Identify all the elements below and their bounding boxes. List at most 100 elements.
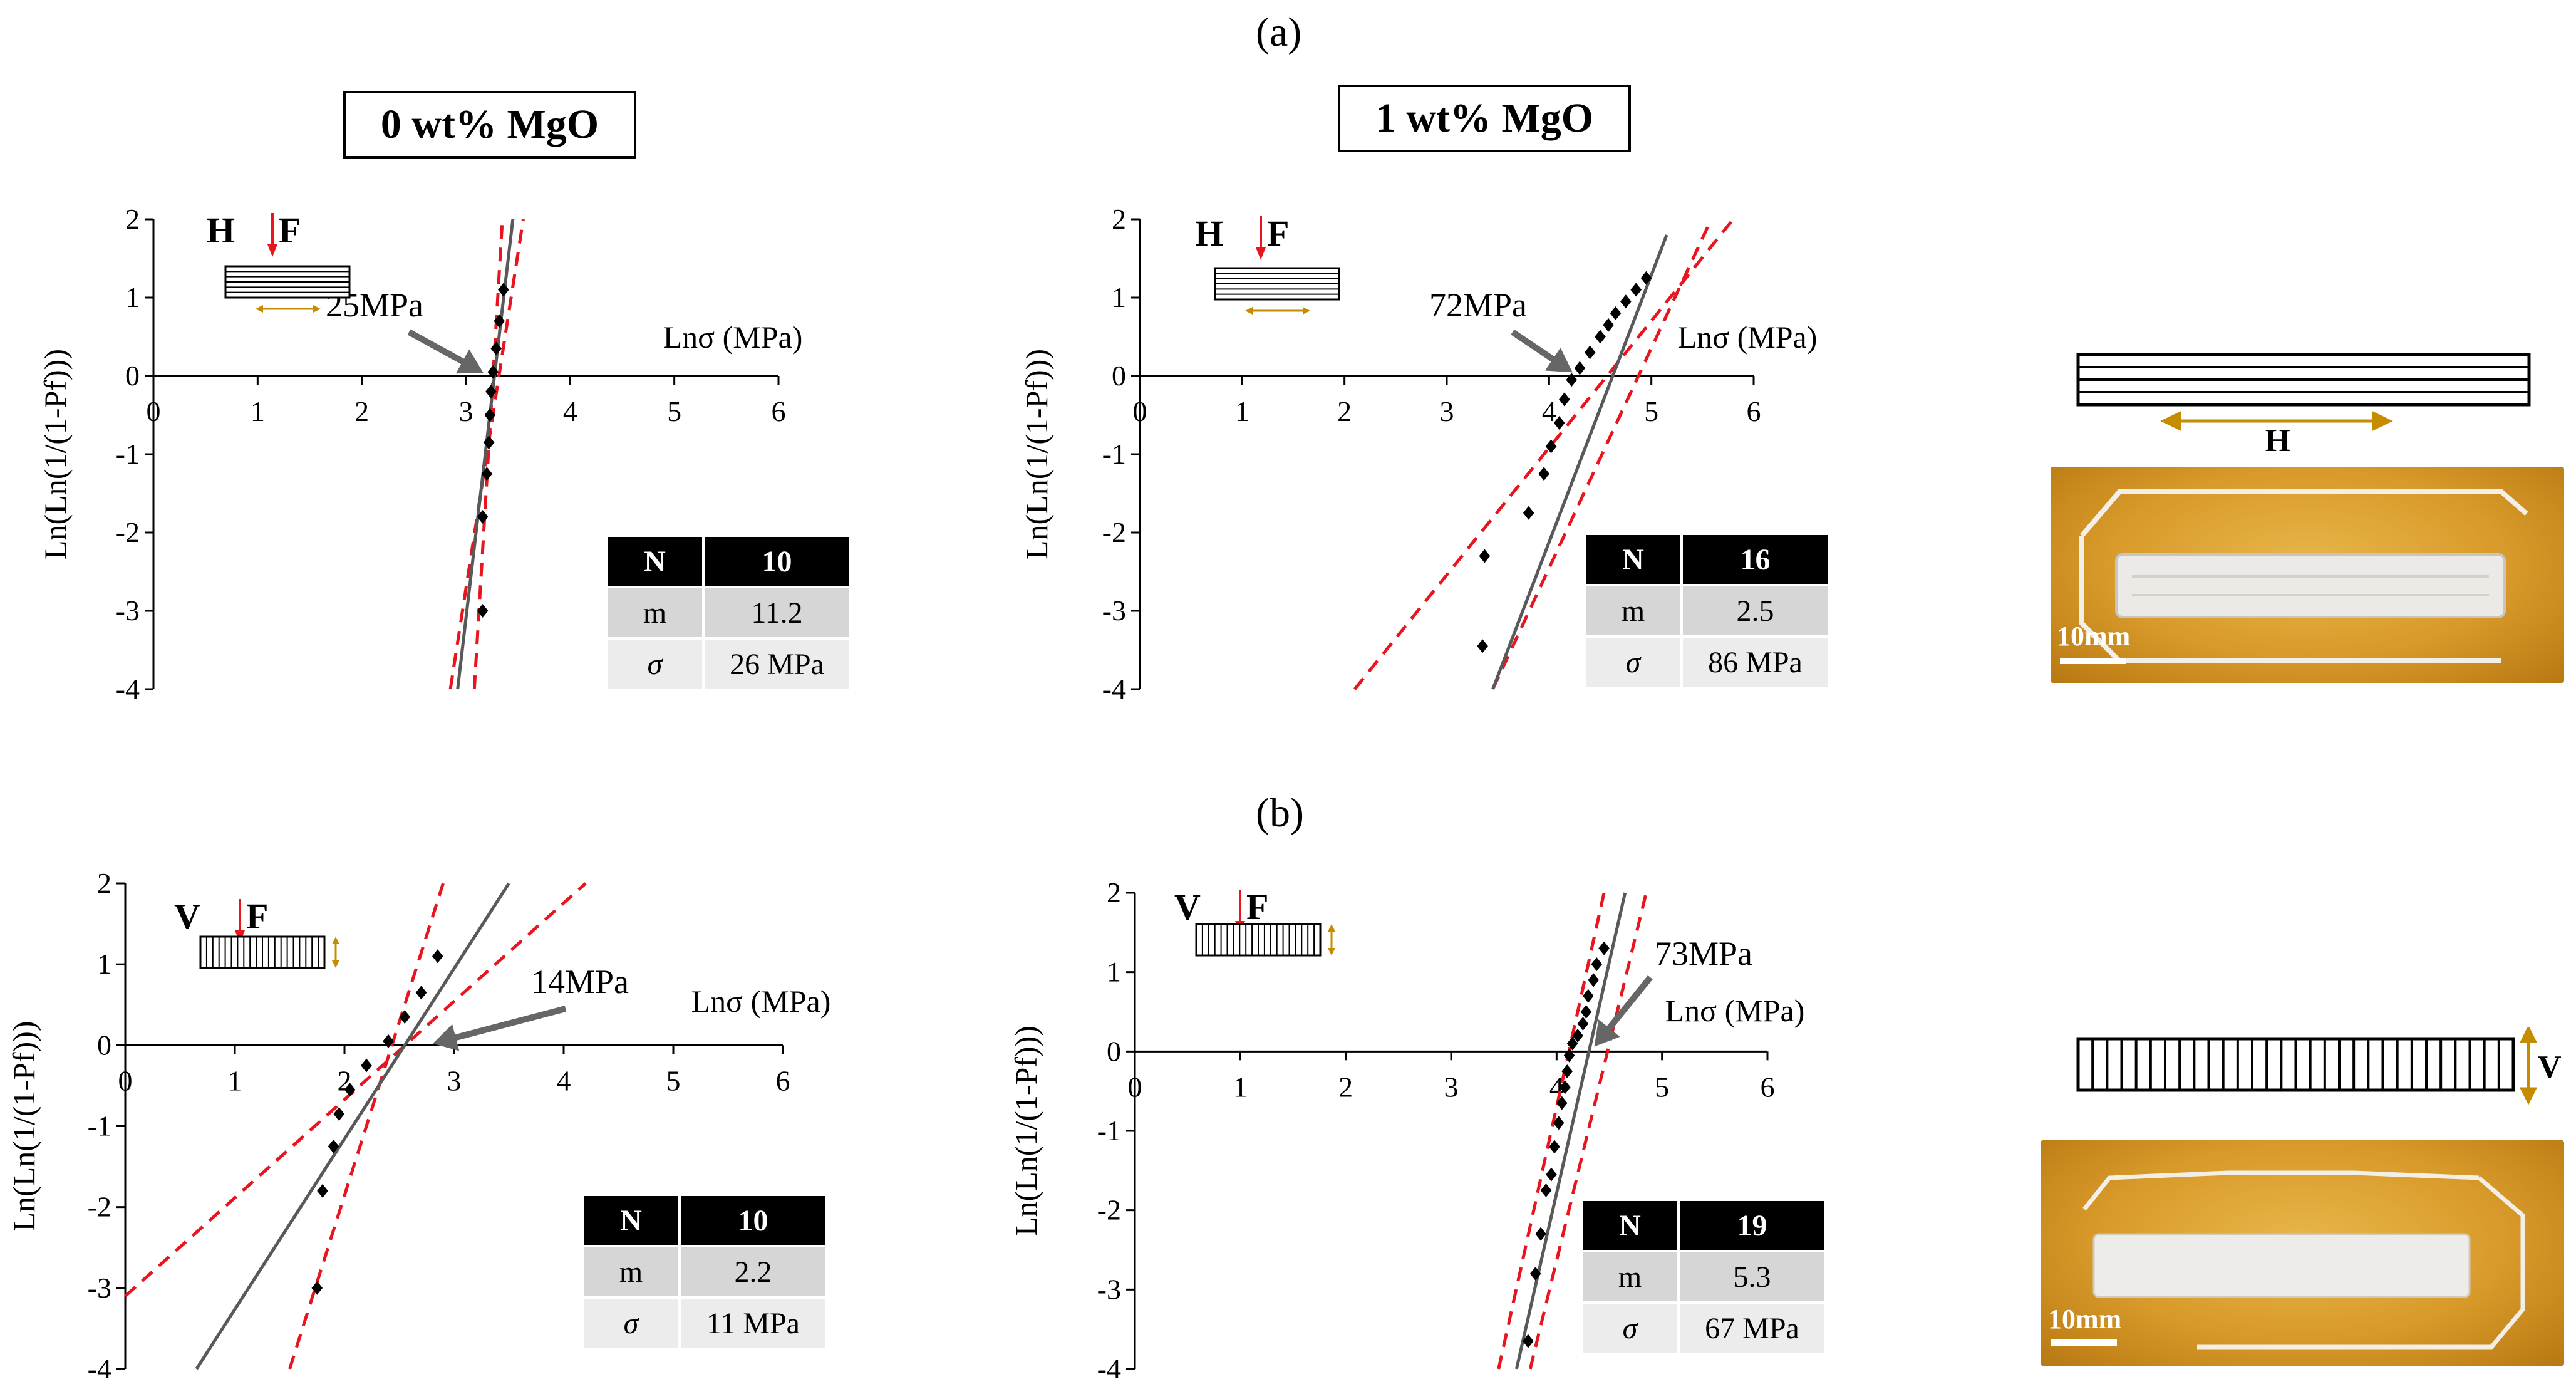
annotation-arrow — [1511, 329, 1561, 367]
inset-force-label: F — [279, 210, 301, 251]
data-point — [399, 1010, 411, 1024]
annotation-arrow — [407, 329, 472, 368]
annotation-arrowhead — [432, 1024, 460, 1051]
data-point — [1549, 1140, 1560, 1154]
annotation-arrow — [1601, 975, 1653, 1037]
table-header-cell: N — [620, 1204, 642, 1237]
y-tick-label: -3 — [88, 1272, 111, 1304]
confidence-bound-line — [1491, 226, 1709, 690]
table-cell: m — [1622, 595, 1645, 628]
data-point — [1588, 973, 1600, 987]
inset-force-label: F — [246, 896, 268, 937]
y-tick-label: -2 — [1097, 1194, 1121, 1226]
annotation-arrow — [447, 1006, 567, 1043]
scale-bar-v — [2051, 1339, 2117, 1346]
x-tick-label: 6 — [1747, 395, 1761, 427]
x-tick-label: 3 — [1440, 395, 1454, 427]
data-point — [361, 1058, 372, 1073]
table-cell: 2.2 — [735, 1256, 772, 1289]
x-tick-label: 2 — [354, 395, 369, 427]
confidence-bound-line — [1353, 218, 1735, 690]
table-cell-bg — [1580, 1301, 1680, 1355]
data-point — [1523, 506, 1534, 520]
confidence-bound-line — [1528, 892, 1648, 1370]
inset-orientation-label: H — [1195, 213, 1223, 254]
data-point — [333, 1107, 345, 1121]
y-tick-label: -3 — [1102, 595, 1126, 627]
y-tick-label: -4 — [88, 1353, 111, 1385]
x-tick-label: 5 — [667, 395, 681, 427]
table-cell: σ — [648, 648, 664, 681]
inset-force-label: F — [1246, 887, 1268, 927]
x-tick-label: 1 — [228, 1064, 242, 1096]
table-cell: 11.2 — [751, 596, 802, 630]
inset-orientation-label: V — [1174, 887, 1201, 927]
table-cell-bg — [678, 1245, 828, 1299]
annotation-arrowhead — [455, 349, 484, 374]
y-tick-label: 2 — [1112, 203, 1126, 235]
data-point — [344, 1083, 356, 1097]
h-orientation-label: H — [2265, 423, 2290, 459]
force-arrowhead — [267, 244, 277, 257]
x-axis-label: Lnσ (MPa) — [663, 320, 803, 355]
data-point — [1595, 330, 1606, 344]
x-tick-label: 0 — [1133, 395, 1147, 427]
scale-bar-h — [2060, 658, 2126, 664]
data-point — [485, 385, 497, 398]
h-arrow-icon — [2160, 411, 2393, 431]
panel-label-a: (a) — [1256, 9, 1302, 55]
data-point — [483, 435, 495, 450]
table-cell: 5.3 — [1734, 1261, 1771, 1294]
data-point — [1560, 1080, 1571, 1095]
data-point — [1577, 1017, 1589, 1031]
data-point — [498, 283, 509, 297]
annotation-label: 14MPa — [531, 963, 629, 1001]
x-tick-label: 6 — [772, 395, 786, 427]
table-header-cell: N — [644, 545, 666, 578]
y-tick-label: 0 — [125, 360, 140, 392]
table-cell-bg — [581, 1296, 681, 1350]
table-cell-bg — [678, 1194, 828, 1247]
table-cell: σ — [1623, 1312, 1639, 1345]
y-tick-label: 0 — [1107, 1035, 1121, 1067]
data-point — [1610, 306, 1622, 320]
x-tick-label: 0 — [1128, 1071, 1142, 1103]
x-tick-label: 1 — [1235, 395, 1249, 427]
y-tick-label: -1 — [116, 438, 140, 470]
table-cell-bg — [1583, 533, 1683, 586]
data-point — [1529, 1267, 1541, 1281]
data-point — [383, 1034, 394, 1048]
table-cell: σ — [624, 1307, 640, 1340]
x-axis-label: Lnσ (MPa) — [691, 984, 831, 1019]
title-1wt-mgo: 1 wt% MgO — [1338, 85, 1631, 152]
confidence-bound-line — [124, 882, 587, 1298]
data-point — [1546, 1167, 1557, 1182]
table-cell: σ — [1626, 646, 1642, 679]
y-tick-label: -1 — [88, 1110, 111, 1142]
table-cell: 11 MPa — [706, 1307, 800, 1340]
table-header-cell: 10 — [738, 1204, 768, 1237]
h-sample-bar — [2115, 553, 2506, 618]
x-tick-label: 6 — [1761, 1071, 1775, 1103]
x-tick-label: 4 — [557, 1064, 571, 1096]
table-cell-bg — [605, 637, 705, 691]
y-tick-label: -2 — [88, 1191, 111, 1223]
x-tick-label: 3 — [459, 395, 473, 427]
data-point — [1561, 1064, 1573, 1078]
data-point — [1479, 549, 1491, 563]
x-tick-label: 5 — [1655, 1071, 1669, 1103]
y-axis-label: Ln(Ln(1/(1-Pf))) — [1019, 349, 1054, 559]
annotation-arrowhead — [1594, 1019, 1620, 1047]
table-cell-bg — [1677, 1301, 1827, 1355]
data-point — [1583, 989, 1594, 1003]
x-axis-label: Lnσ (MPa) — [1665, 993, 1805, 1028]
data-point — [1598, 941, 1610, 955]
weibull-fit-line — [195, 882, 510, 1370]
table-header-cell: 10 — [762, 545, 792, 578]
data-point — [317, 1183, 328, 1198]
data-point — [1580, 1005, 1592, 1019]
y-tick-label: 0 — [1112, 360, 1126, 392]
v-orientation-label: V — [2538, 1049, 2562, 1085]
